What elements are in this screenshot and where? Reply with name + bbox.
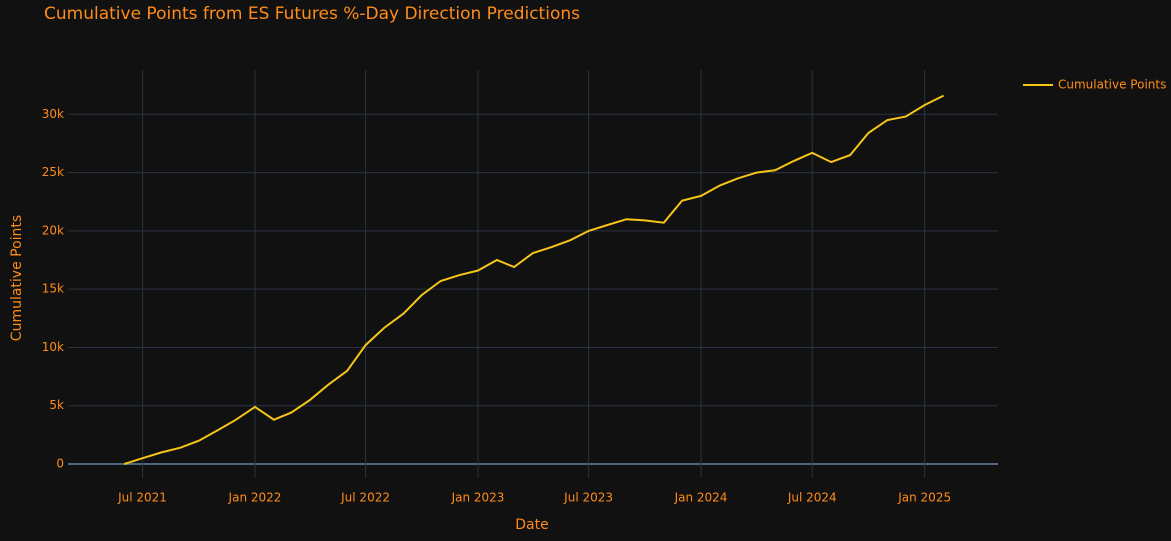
x-tick-label: Jul 2023 [563, 491, 613, 505]
y-tick-label: 15k [42, 282, 64, 296]
legend-label: Cumulative Points [1058, 78, 1166, 92]
x-tick-label: Jan 2024 [674, 491, 728, 505]
y-axis-title: Cumulative Points [9, 215, 25, 341]
x-axis-title: Date [515, 517, 548, 533]
y-tick-label: 20k [42, 223, 64, 237]
x-tick-label: Jan 2023 [451, 491, 505, 505]
chart-title: Cumulative Points from ES Futures %-Day … [44, 4, 580, 24]
y-tick-label: 10k [42, 340, 64, 354]
x-tick-label: Jul 2021 [117, 491, 167, 505]
x-tick-label: Jan 2022 [228, 491, 282, 505]
x-tick-label: Jul 2024 [787, 491, 837, 505]
x-tick-label: Jul 2022 [340, 491, 390, 505]
y-tick-label: 25k [42, 165, 64, 179]
y-tick-label: 30k [42, 107, 64, 121]
data-line [123, 94, 945, 465]
y-tick-label: 5k [49, 398, 64, 412]
y-tick-label: 0 [56, 457, 64, 471]
x-tick-label: Jan 2025 [897, 491, 951, 505]
